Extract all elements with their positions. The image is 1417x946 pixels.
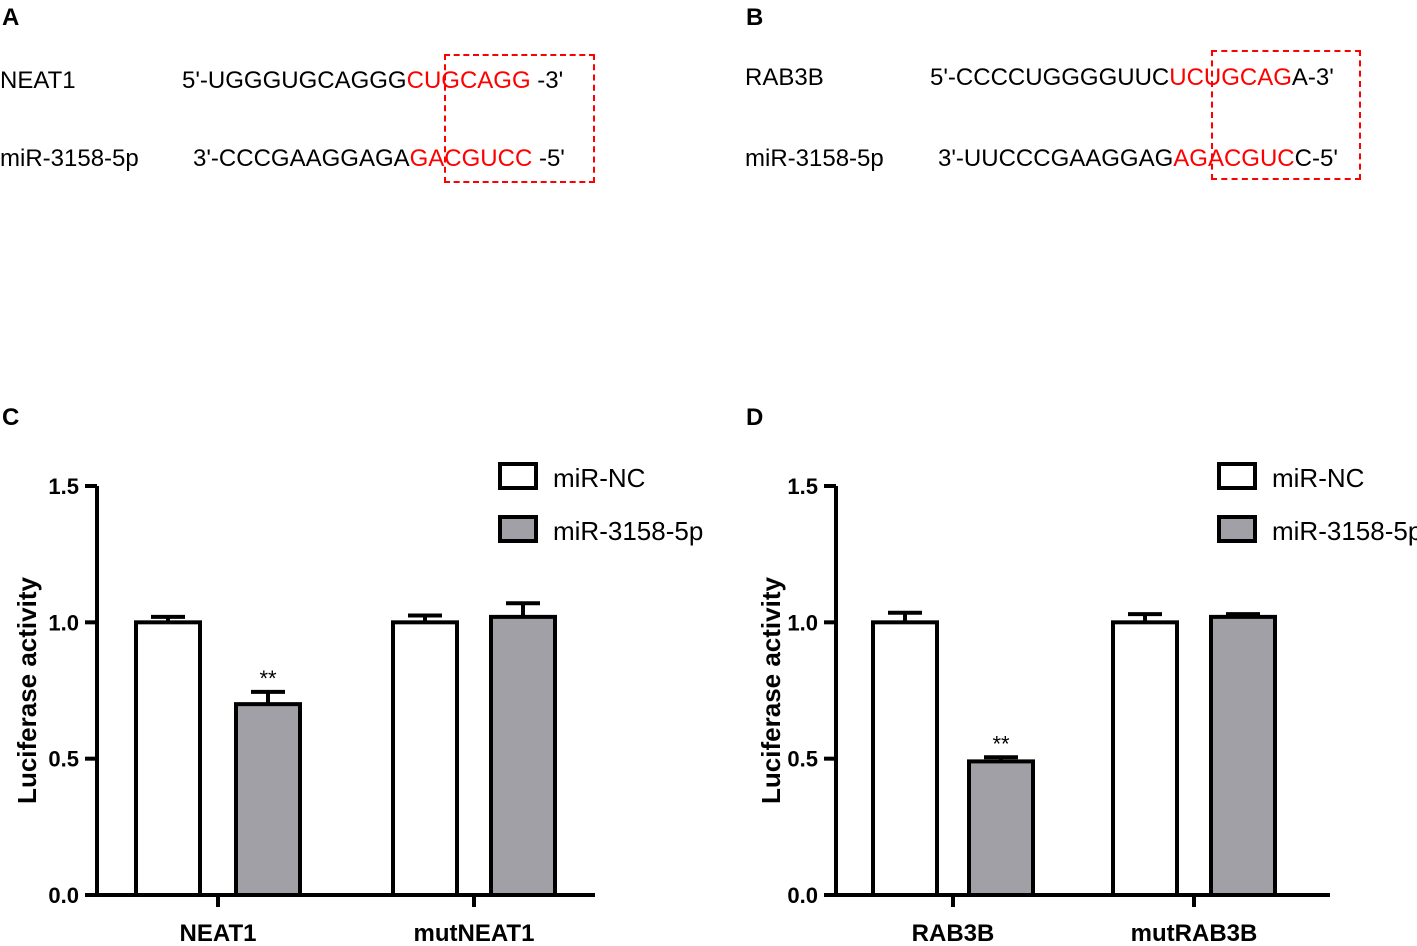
seq-mir-a-site: GACGUCC — [409, 145, 533, 172]
seq-rab3b-site: UCUGCAG — [1169, 64, 1292, 91]
seq-neat1-suffix: -3' — [530, 67, 564, 94]
bar-mir-3158-5p-mutrab3b — [1209, 614, 1277, 897]
seq-mir-b-site: AGACGUC — [1173, 145, 1295, 172]
bar-mir-3158-5p-neat1 — [234, 702, 302, 898]
x-tick-label: NEAT1 — [180, 920, 257, 946]
x-tick-label: RAB3B — [912, 920, 995, 946]
binding-site-box-a — [444, 54, 595, 183]
seq-mir-a-prefix: 3'-CCCGAAGGAGA — [193, 145, 410, 172]
panel-letter-d: D — [746, 404, 764, 431]
legend-label-1: miR-3158-5p — [553, 516, 703, 546]
legend-swatch-1 — [1217, 515, 1257, 543]
legend-swatch-1 — [498, 515, 538, 543]
seq-rab3b-prefix: 5'-CCCCUGGGGUUC — [930, 64, 1170, 91]
seq-label-neat1: NEAT1 — [0, 67, 76, 94]
x-tick-label: mutRAB3B — [1131, 920, 1258, 946]
y-axis-title: Luciferase activity — [756, 577, 786, 804]
y-tick-label: 1.0 — [48, 610, 79, 635]
bar-mir-nc-mutrab3b — [1111, 620, 1179, 897]
bar-mir-nc-mutneat1 — [391, 620, 459, 897]
y-tick-label: 0.5 — [787, 747, 818, 772]
bar-mir-3158-5p-mutneat1 — [489, 614, 557, 897]
seq-rab3b-suffix: A-3' — [1291, 64, 1334, 91]
legend-label-1: miR-3158-5p — [1272, 516, 1417, 546]
seq-mir-b-prefix: 3'-UUCCCGAAGGAG — [938, 145, 1174, 172]
panel-letter-b: B — [746, 4, 764, 31]
legend-label-0: miR-NC — [1272, 463, 1364, 493]
x-tick-label: mutNEAT1 — [414, 920, 535, 946]
panel-letter-a: A — [2, 4, 20, 31]
seq-mir-b-suffix: C-5' — [1294, 145, 1338, 172]
bar-mir-3158-5p-rab3b — [967, 759, 1035, 897]
legend-swatch-0 — [1217, 462, 1257, 490]
seq-neat1: 5'-UGGGUGCAGGGCUGCAGG -3' — [182, 67, 563, 95]
bar-mir-nc-rab3b — [871, 620, 939, 897]
seq-neat1-site: CUGCAGG — [406, 67, 531, 94]
y-tick-label: 1.0 — [787, 610, 818, 635]
panel-letter-c: C — [2, 404, 20, 431]
seq-neat1-prefix: 5'-UGGGUGCAGGG — [182, 67, 407, 94]
seq-mir-a-suffix: -5' — [532, 145, 565, 172]
seq-label-mir-a: miR-3158-5p — [0, 145, 139, 172]
y-tick-label: 0.0 — [787, 883, 818, 908]
legend-swatch-0 — [498, 462, 538, 490]
y-tick-label: 0.5 — [48, 747, 79, 772]
legend-label-0: miR-NC — [553, 463, 645, 493]
y-tick-label: 0.0 — [48, 883, 79, 908]
seq-mir-a: 3'-CCCGAAGGAGAGACGUCC -5' — [193, 145, 565, 173]
y-tick-label: 1.5 — [787, 474, 818, 499]
seq-row-neat1: NEAT1 5'-UGGGUGCAGGGCUGCAGG -3' — [0, 67, 700, 97]
seq-rab3b: 5'-CCCCUGGGGUUCUCUGCAGA-3' — [930, 64, 1334, 92]
seq-row-mir-a: miR-3158-5p 3'-CCCGAAGGAGAGACGUCC -5' — [0, 145, 700, 175]
seq-row-mir-b: miR-3158-5p 3'-UUCCCGAAGGAGAGACGUCC-5' — [745, 145, 1417, 175]
seq-row-rab3b: RAB3B 5'-CCCCUGGGGUUCUCUGCAGA-3' — [745, 64, 1417, 94]
binding-site-box-b — [1211, 50, 1361, 180]
seq-label-rab3b: RAB3B — [745, 64, 824, 91]
seq-label-mir-b: miR-3158-5p — [745, 145, 884, 172]
y-tick-label: 1.5 — [48, 474, 79, 499]
seq-mir-b: 3'-UUCCCGAAGGAGAGACGUCC-5' — [938, 145, 1338, 173]
y-axis-title: Luciferase activity — [12, 577, 42, 804]
significance-marker: ** — [259, 666, 277, 691]
significance-marker: ** — [992, 731, 1010, 756]
